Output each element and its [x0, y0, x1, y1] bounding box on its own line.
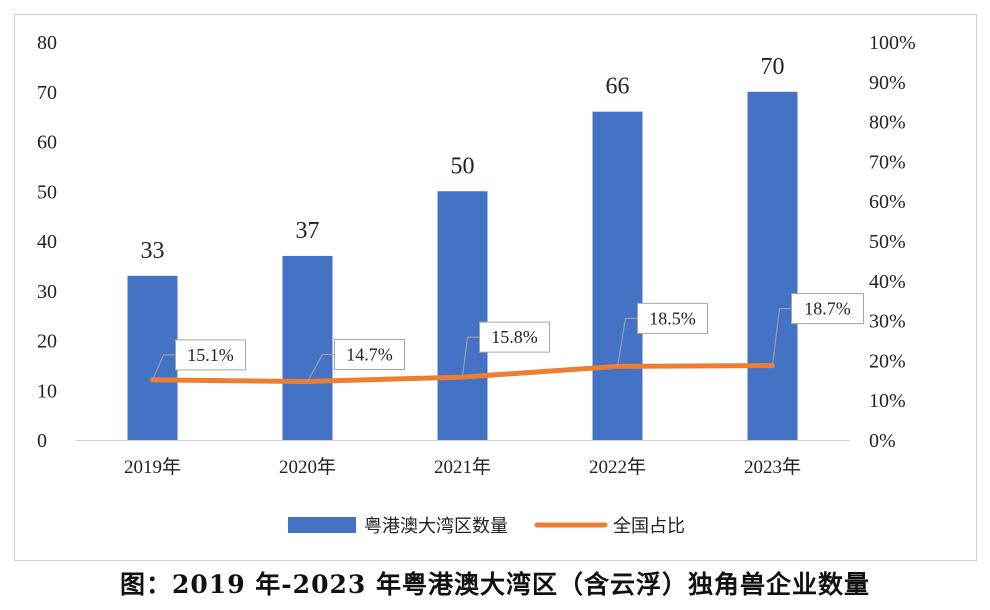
x-tick-label: 2023年	[744, 456, 801, 478]
callout-leader	[152, 354, 176, 381]
callout-leader	[462, 336, 480, 378]
y-right-tick-label: 100%	[869, 32, 916, 54]
callout-leader	[617, 317, 638, 367]
y-right-tick-label: 0%	[869, 430, 896, 452]
figure-caption: 图：2019 年-2023 年粤港澳大湾区（含云浮）独角兽企业数量	[120, 570, 870, 599]
callout-box	[175, 339, 246, 371]
y-left-tick-label: 10	[37, 380, 57, 402]
bar-value-label: 50	[451, 153, 475, 179]
legend-label-line: 全国占比	[613, 516, 685, 537]
y-left-tick-label: 0	[37, 430, 47, 452]
share-value-label: 18.5%	[649, 308, 696, 328]
x-tick-label: 2019年	[124, 456, 181, 478]
y-right-tick-label: 20%	[869, 350, 906, 372]
bar-value-label: 33	[141, 238, 165, 264]
callout-leader	[772, 308, 792, 366]
y-left-tick-label: 70	[37, 82, 57, 104]
chart-frame: 0 10 20 30 40 50 60 70 80 0% 10% 20% 30% 40% 50% 60% 70%…	[14, 14, 977, 561]
x-tick-label: 2020年	[279, 456, 336, 478]
bar	[747, 91, 798, 440]
bar-value-label: 66	[606, 74, 630, 100]
y-right-tick-label: 10%	[869, 390, 906, 412]
legend-label-bar: 粤港澳大湾区数量	[364, 516, 508, 537]
callout-box	[479, 321, 550, 353]
y-left-tick-label: 40	[37, 231, 57, 253]
y-right-tick-label: 50%	[869, 231, 906, 253]
y-right-tick-label: 90%	[869, 72, 906, 94]
x-tick-label: 2022年	[589, 456, 646, 478]
y-right-tick-label: 80%	[869, 112, 906, 134]
y-left-tick-label: 60	[37, 132, 57, 154]
y-right-tick-label: 40%	[869, 271, 906, 293]
y-left-tick-label: 20	[37, 331, 57, 353]
callout-box	[637, 302, 708, 334]
share-value-label: 15.8%	[491, 327, 538, 347]
bar	[592, 111, 643, 441]
bar-value-label: 70	[761, 54, 785, 80]
share-value-label: 18.7%	[804, 299, 851, 319]
bar-value-label: 37	[296, 218, 320, 244]
callout-box	[791, 293, 864, 325]
y-left-tick-label: 80	[37, 32, 57, 54]
x-tick-label: 2021年	[434, 456, 491, 478]
bar	[437, 191, 488, 440]
y-left-tick-label: 30	[37, 281, 57, 303]
bar	[282, 255, 333, 440]
share-value-label: 15.1%	[187, 345, 234, 365]
y-right-tick-label: 70%	[869, 151, 906, 173]
share-value-label: 14.7%	[346, 344, 393, 364]
legend-swatch-bar	[288, 517, 356, 533]
combo-chart: 0 10 20 30 40 50 60 70 80 0% 10% 20% 30% 40% 50% 60% 70%…	[37, 32, 916, 537]
callout-leader	[307, 353, 335, 382]
y-right-tick-label: 60%	[869, 191, 906, 213]
callout-box	[334, 338, 405, 370]
y-right-tick-label: 30%	[869, 311, 906, 333]
y-left-tick-label: 50	[37, 181, 57, 203]
bar	[127, 275, 178, 440]
